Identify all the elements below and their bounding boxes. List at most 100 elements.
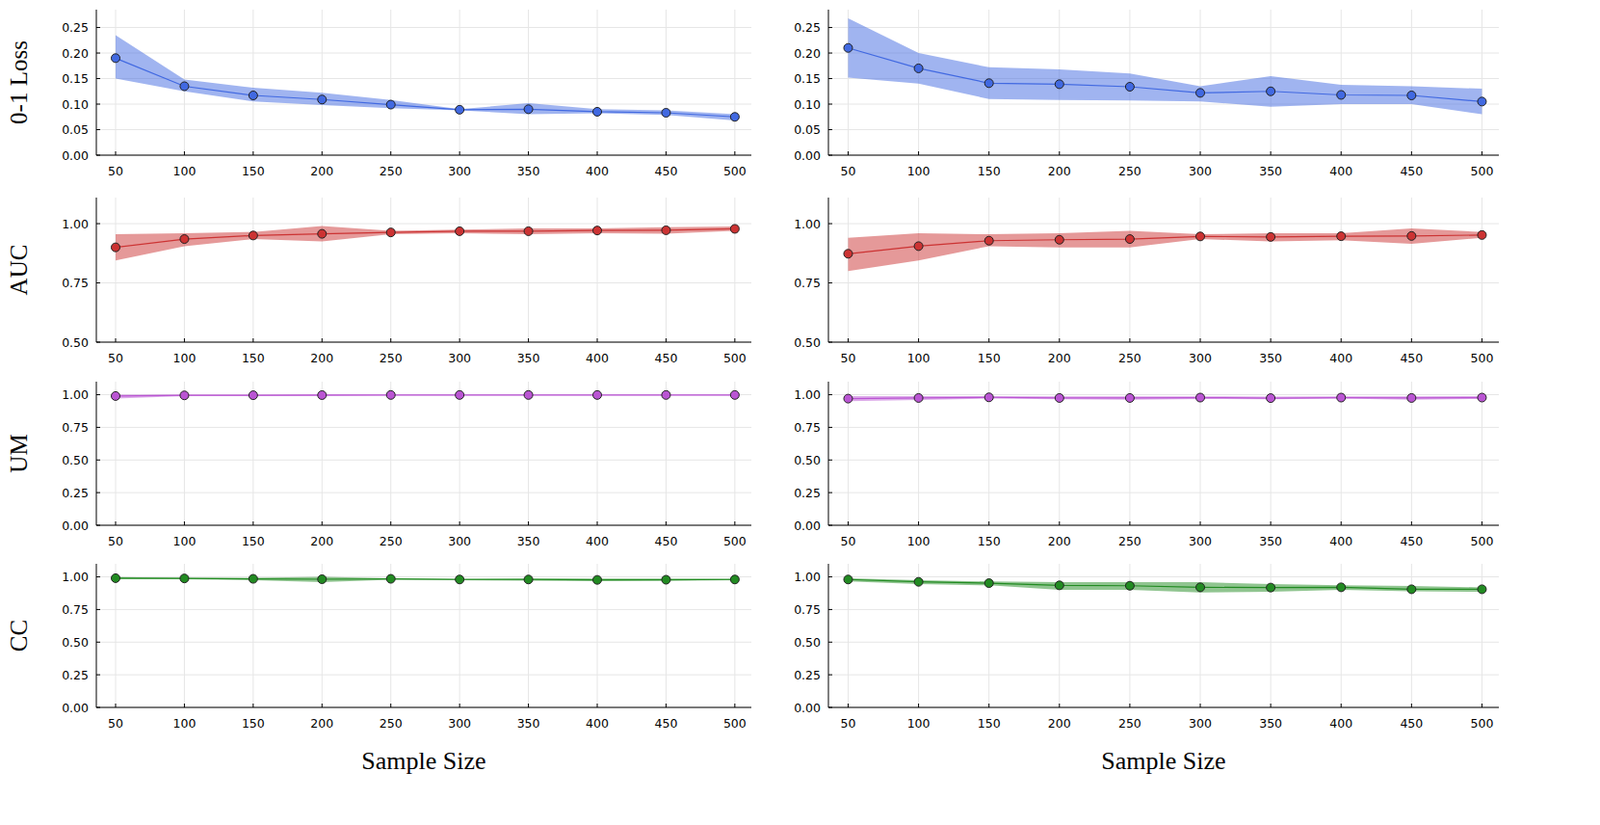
grid-line [252, 197, 254, 342]
tick [321, 521, 323, 525]
tick [828, 459, 833, 461]
tick [665, 151, 667, 156]
y-tick-label: 0.00 [793, 700, 821, 715]
tick [828, 26, 833, 28]
y-tick-label: 0.15 [61, 71, 89, 86]
tick [252, 151, 254, 156]
x-tick-label: 200 [310, 350, 334, 366]
grid-line [828, 674, 1499, 676]
marker [455, 226, 465, 236]
grid-line [1128, 197, 1130, 342]
grid-line [918, 381, 919, 525]
marker [111, 242, 121, 252]
marker [524, 104, 533, 114]
tick [1411, 703, 1413, 708]
x-tick-label: 250 [1118, 533, 1142, 549]
tick [828, 78, 833, 79]
x-tick-label: 50 [107, 350, 124, 366]
y-tick-label: 1.00 [793, 387, 821, 402]
line [115, 577, 735, 580]
grid-line [390, 197, 392, 342]
y-tick-label: 0.25 [793, 20, 821, 35]
x-tick-label: 150 [241, 715, 265, 731]
grid-line [390, 381, 392, 525]
tick [527, 521, 529, 525]
marker [386, 390, 395, 399]
tick [96, 674, 101, 676]
tick [734, 338, 735, 342]
x-tick-label: 100 [172, 533, 196, 549]
marker [455, 104, 465, 114]
tick [828, 155, 833, 157]
x-tick-label: 50 [840, 533, 857, 549]
grid-line [321, 9, 323, 156]
marker [730, 390, 739, 399]
tick [828, 341, 833, 343]
grid-line [252, 381, 254, 525]
band [115, 34, 735, 120]
x-tick-label: 450 [1399, 350, 1423, 366]
x-tick-label: 50 [840, 350, 857, 366]
y-tick-label: 1.00 [61, 569, 89, 584]
grid-line [988, 381, 990, 525]
tick [1340, 703, 1342, 708]
marker [317, 229, 327, 238]
tick [847, 151, 849, 156]
grid-line [828, 707, 1499, 709]
tick [1481, 703, 1483, 708]
y-axis [828, 197, 830, 342]
grid-line [96, 52, 752, 54]
tick [988, 521, 990, 525]
line [115, 228, 735, 247]
marker [1477, 584, 1487, 594]
tick [183, 338, 185, 342]
grid-line [527, 381, 529, 525]
tick [847, 338, 849, 342]
grid-line [96, 674, 752, 676]
marker [1407, 393, 1417, 402]
tick [918, 338, 919, 342]
grid-line [665, 563, 667, 708]
y-tick-label: 0.05 [793, 122, 821, 137]
tick [252, 521, 254, 525]
tick [734, 151, 735, 156]
tick [828, 393, 833, 395]
x-tick-label: 450 [654, 350, 678, 366]
marker [455, 390, 465, 399]
x-tick-label: 300 [1188, 715, 1212, 731]
tick [828, 104, 833, 105]
x-tick-label: 50 [107, 715, 124, 731]
x-tick-label: 50 [840, 715, 857, 731]
tick [321, 338, 323, 342]
marker [1125, 235, 1134, 244]
tick [96, 282, 101, 284]
marker [1054, 79, 1064, 89]
grid-line [96, 707, 752, 709]
tick [96, 459, 101, 461]
grid-line [1411, 9, 1413, 156]
grid-line [828, 641, 1499, 643]
x-tick-label: 250 [1118, 350, 1142, 366]
x-tick-label: 250 [379, 533, 403, 549]
marker [984, 78, 994, 88]
tick [1270, 521, 1272, 525]
x-axis [96, 341, 752, 343]
grid-line [665, 381, 667, 525]
grid-line [96, 608, 752, 610]
x-tick-label: 350 [517, 163, 541, 179]
tick [988, 703, 990, 708]
y-tick-label: 0.50 [793, 335, 821, 350]
line [847, 48, 1482, 103]
x-tick-label: 350 [1259, 350, 1283, 366]
y-axis [96, 381, 98, 525]
grid-line [252, 563, 254, 708]
x-tick-label: 350 [517, 350, 541, 366]
tick [115, 338, 117, 342]
grid-line [1270, 381, 1272, 525]
line [847, 396, 1482, 398]
grid-line [96, 26, 752, 28]
x-axis [828, 341, 1499, 343]
x-tick-label: 350 [517, 715, 541, 731]
marker [386, 574, 395, 583]
marker [111, 53, 121, 63]
